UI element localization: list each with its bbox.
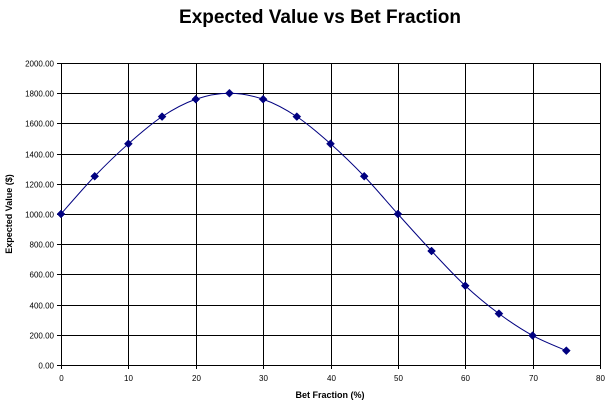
x-tick-label: 40: [327, 374, 336, 383]
data-point-marker: [393, 209, 403, 219]
data-point-marker: [56, 209, 66, 219]
y-tick-label: 400.00: [30, 302, 55, 311]
x-tick-label: 0: [59, 374, 64, 383]
x-tick-label: 10: [124, 374, 133, 383]
y-tick-label: 1800.00: [25, 90, 54, 99]
data-point-marker: [326, 139, 335, 149]
y-tick-label: 2000.00: [25, 60, 54, 69]
series-line: [60, 92, 567, 352]
data-point-marker: [225, 88, 234, 98]
data-point-marker: [460, 281, 470, 291]
x-tick-label: 20: [192, 374, 201, 383]
y-tick-label: 1600.00: [25, 120, 54, 129]
chart-title: Expected Value vs Bet Fraction: [179, 7, 461, 28]
data-point-marker: [157, 112, 167, 121]
y-tick-label: 1000.00: [25, 211, 54, 220]
data-point-marker: [359, 171, 369, 181]
data-point-marker: [494, 309, 504, 319]
y-tick-label: 600.00: [30, 271, 55, 280]
x-tick-label: 30: [259, 374, 268, 383]
y-tick-label: 1200.00: [25, 181, 54, 190]
x-tick-label: 80: [596, 374, 605, 383]
data-point-marker: [292, 112, 302, 121]
y-axis-title: Expected Value ($): [4, 174, 14, 254]
y-tick-label: 1400.00: [25, 151, 54, 160]
series: [56, 88, 571, 356]
data-point-marker: [124, 139, 133, 149]
data-point-marker: [191, 94, 201, 104]
y-tick-label: 800.00: [30, 241, 55, 250]
tick-labels: 0.00 200.00 400.00 600.00 800.00 1000.00 1200.…: [25, 60, 605, 384]
x-tick-label: 50: [394, 374, 403, 383]
data-point-marker: [561, 346, 571, 356]
x-tick-label: 60: [461, 374, 470, 383]
y-tick-label: 0.00: [38, 362, 54, 371]
grid: [57, 63, 601, 369]
data-point-marker: [90, 171, 100, 181]
data-point-marker: [528, 331, 537, 340]
y-tick-label: 200.00: [30, 332, 55, 341]
data-point-marker: [258, 94, 268, 104]
x-axis-title: Bet Fraction (%): [295, 390, 364, 400]
x-tick-label: 70: [529, 374, 538, 383]
data-point-marker: [427, 246, 436, 256]
